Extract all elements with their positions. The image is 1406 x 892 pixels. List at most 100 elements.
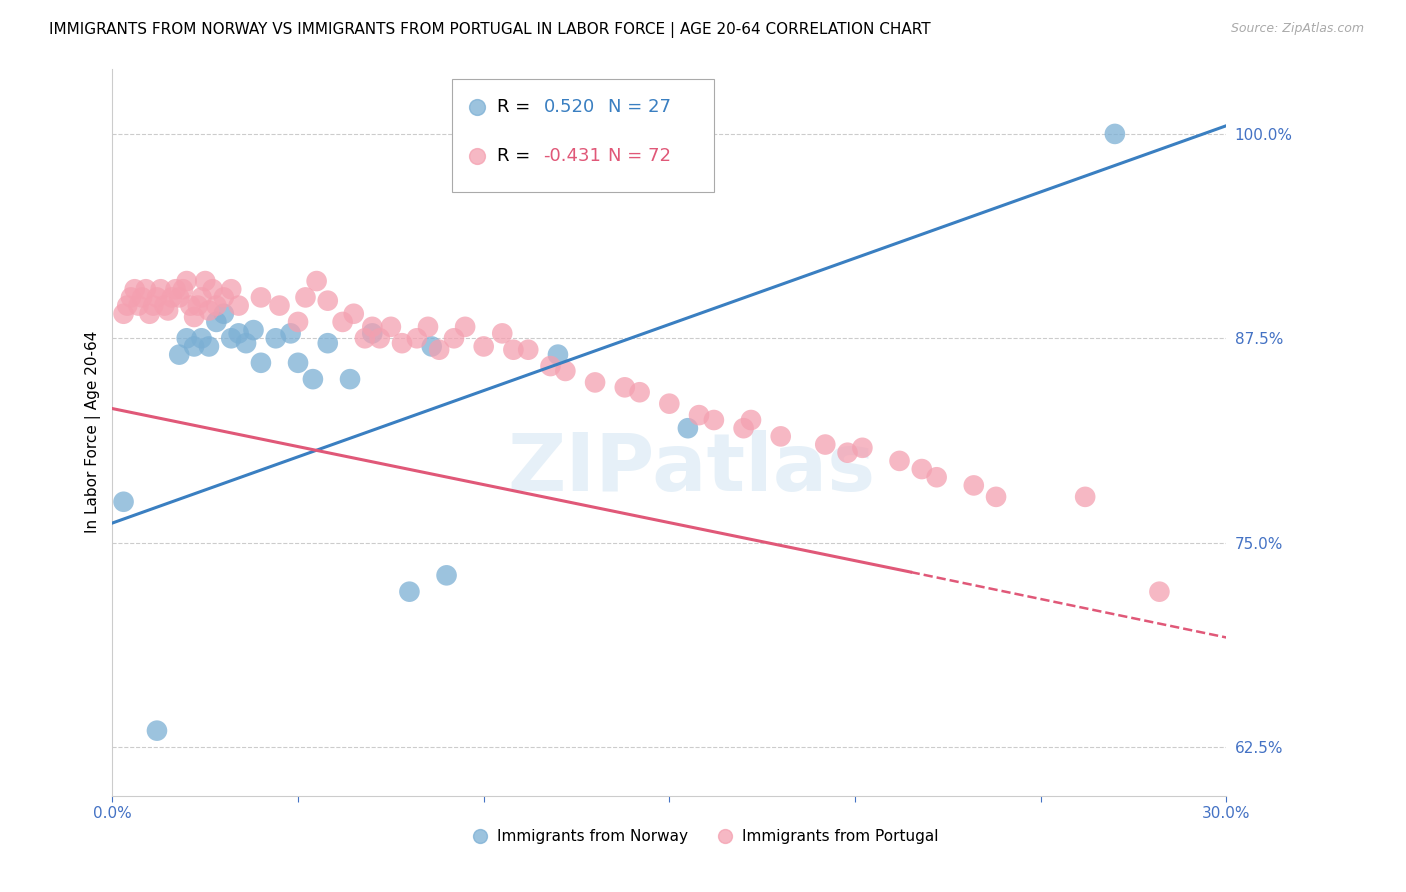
- Text: 0.520: 0.520: [544, 98, 595, 116]
- Point: [547, 348, 569, 362]
- Point: [688, 408, 710, 422]
- Point: [219, 282, 242, 296]
- Point: [294, 290, 316, 304]
- Point: [146, 290, 169, 304]
- Point: [416, 319, 439, 334]
- Point: [280, 326, 302, 341]
- Point: [149, 282, 172, 296]
- Point: [117, 299, 139, 313]
- Point: [837, 446, 859, 460]
- Point: [583, 376, 606, 390]
- Point: [190, 331, 212, 345]
- FancyBboxPatch shape: [453, 79, 714, 192]
- Point: [183, 339, 205, 353]
- Point: [554, 364, 576, 378]
- Point: [427, 343, 450, 357]
- Text: Immigrants from Norway: Immigrants from Norway: [496, 829, 688, 844]
- Point: [398, 584, 420, 599]
- Point: [925, 470, 948, 484]
- Point: [436, 568, 458, 582]
- Point: [124, 282, 146, 296]
- Point: [517, 343, 540, 357]
- Text: IMMIGRANTS FROM NORWAY VS IMMIGRANTS FROM PORTUGAL IN LABOR FORCE | AGE 20-64 CO: IMMIGRANTS FROM NORWAY VS IMMIGRANTS FRO…: [49, 22, 931, 38]
- Y-axis label: In Labor Force | Age 20-64: In Labor Force | Age 20-64: [86, 331, 101, 533]
- Point: [343, 307, 366, 321]
- Point: [194, 274, 217, 288]
- Text: R =: R =: [496, 98, 536, 116]
- Point: [889, 454, 911, 468]
- Point: [269, 299, 291, 313]
- Point: [242, 323, 264, 337]
- Point: [167, 348, 190, 362]
- Point: [183, 310, 205, 324]
- Point: [250, 356, 273, 370]
- Point: [332, 315, 354, 329]
- Text: ZIPatlas: ZIPatlas: [508, 430, 876, 508]
- Point: [502, 343, 524, 357]
- Point: [153, 299, 176, 313]
- Point: [198, 339, 221, 353]
- Point: [219, 331, 242, 345]
- Point: [368, 331, 391, 345]
- Point: [316, 293, 339, 308]
- Point: [235, 336, 257, 351]
- Point: [740, 413, 762, 427]
- Point: [911, 462, 934, 476]
- Text: Source: ZipAtlas.com: Source: ZipAtlas.com: [1230, 22, 1364, 36]
- Point: [205, 315, 228, 329]
- Point: [851, 441, 873, 455]
- Point: [361, 326, 384, 341]
- Point: [984, 490, 1007, 504]
- Point: [1315, 323, 1337, 337]
- Point: [1104, 127, 1126, 141]
- Point: [250, 290, 273, 304]
- Point: [179, 299, 201, 313]
- Text: R =: R =: [496, 147, 536, 165]
- Point: [703, 413, 725, 427]
- Point: [165, 282, 187, 296]
- Point: [120, 290, 142, 304]
- Point: [316, 336, 339, 351]
- Point: [131, 290, 153, 304]
- Point: [354, 331, 377, 345]
- Text: N = 72: N = 72: [607, 147, 671, 165]
- Point: [613, 380, 636, 394]
- Point: [167, 290, 190, 304]
- Point: [814, 437, 837, 451]
- Text: -0.431: -0.431: [544, 147, 602, 165]
- Point: [287, 315, 309, 329]
- Point: [198, 303, 221, 318]
- Point: [187, 299, 209, 313]
- Point: [491, 326, 513, 341]
- Point: [1074, 490, 1097, 504]
- Point: [160, 290, 183, 304]
- Point: [628, 385, 651, 400]
- Point: [212, 290, 235, 304]
- Point: [302, 372, 325, 386]
- Point: [212, 307, 235, 321]
- Text: N = 27: N = 27: [607, 98, 671, 116]
- Point: [733, 421, 755, 435]
- Point: [172, 282, 194, 296]
- Point: [176, 331, 198, 345]
- Point: [157, 303, 180, 318]
- Point: [420, 339, 443, 353]
- Point: [112, 495, 135, 509]
- Point: [380, 319, 402, 334]
- Point: [176, 274, 198, 288]
- Point: [142, 299, 165, 313]
- Point: [228, 326, 250, 341]
- Point: [138, 307, 160, 321]
- Point: [190, 290, 212, 304]
- Point: [361, 319, 384, 334]
- Text: Immigrants from Portugal: Immigrants from Portugal: [742, 829, 938, 844]
- Point: [391, 336, 413, 351]
- Point: [963, 478, 986, 492]
- Point: [146, 723, 169, 738]
- Point: [305, 274, 328, 288]
- Point: [205, 299, 228, 313]
- Point: [112, 307, 135, 321]
- Point: [228, 299, 250, 313]
- Point: [443, 331, 465, 345]
- Point: [658, 397, 681, 411]
